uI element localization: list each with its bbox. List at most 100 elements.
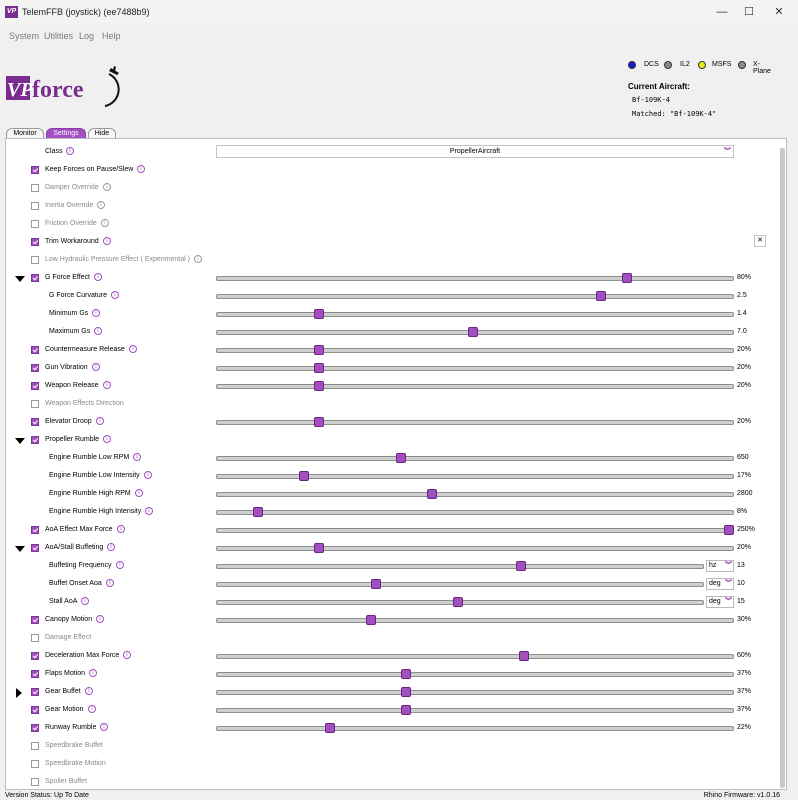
checkbox[interactable] bbox=[31, 742, 39, 750]
expand-right-icon[interactable] bbox=[16, 688, 22, 698]
slider-handle[interactable] bbox=[724, 525, 734, 535]
info-icon[interactable]: i bbox=[103, 435, 111, 443]
slider-track[interactable] bbox=[216, 564, 704, 569]
info-icon[interactable]: i bbox=[92, 363, 100, 371]
info-icon[interactable]: i bbox=[66, 147, 74, 155]
slider-track[interactable] bbox=[216, 510, 734, 515]
slider-handle[interactable] bbox=[453, 597, 463, 607]
slider-handle[interactable] bbox=[596, 291, 606, 301]
menu-log[interactable]: Log bbox=[79, 31, 95, 41]
checkbox[interactable] bbox=[31, 400, 39, 408]
clear-button[interactable]: ✕ bbox=[754, 235, 766, 247]
checkbox[interactable] bbox=[31, 184, 39, 192]
slider-handle[interactable] bbox=[365, 615, 376, 625]
maximize-button[interactable]: ☐ bbox=[744, 6, 754, 18]
info-icon[interactable]: i bbox=[89, 669, 97, 677]
slider-track[interactable] bbox=[216, 582, 704, 587]
checkbox[interactable] bbox=[31, 202, 39, 210]
tab-settings[interactable]: Settings bbox=[46, 128, 86, 139]
slider-handle[interactable] bbox=[314, 309, 325, 319]
menu-system[interactable]: System bbox=[9, 31, 40, 41]
info-icon[interactable]: i bbox=[100, 723, 108, 731]
slider-handle[interactable] bbox=[519, 651, 530, 661]
checkbox[interactable] bbox=[31, 364, 39, 372]
scrollbar[interactable] bbox=[780, 148, 785, 788]
slider-track[interactable] bbox=[216, 528, 734, 533]
info-icon[interactable]: i bbox=[137, 165, 145, 173]
slider-handle[interactable] bbox=[401, 705, 412, 715]
info-icon[interactable]: i bbox=[96, 615, 104, 623]
menu-utilities[interactable]: Utilities bbox=[44, 31, 74, 41]
info-icon[interactable]: i bbox=[97, 201, 105, 209]
info-icon[interactable]: i bbox=[111, 291, 119, 299]
info-icon[interactable]: i bbox=[129, 345, 137, 353]
info-icon[interactable]: i bbox=[123, 651, 131, 659]
slider-track[interactable] bbox=[216, 708, 734, 713]
checkbox[interactable] bbox=[31, 634, 39, 642]
slider-track[interactable] bbox=[216, 618, 734, 623]
info-icon[interactable]: i bbox=[94, 327, 102, 335]
checkbox[interactable] bbox=[31, 238, 39, 246]
slider-track[interactable] bbox=[216, 366, 734, 371]
slider-handle[interactable] bbox=[314, 381, 325, 391]
slider-track[interactable] bbox=[216, 474, 734, 479]
expand-down-icon[interactable] bbox=[15, 546, 25, 552]
slider-track[interactable] bbox=[216, 420, 734, 425]
info-icon[interactable]: i bbox=[101, 219, 109, 227]
slider-track[interactable] bbox=[216, 294, 734, 299]
checkbox[interactable] bbox=[31, 220, 39, 228]
slider-handle[interactable] bbox=[314, 345, 325, 355]
info-icon[interactable]: i bbox=[94, 273, 102, 281]
slider-handle[interactable] bbox=[401, 669, 412, 679]
slider-handle[interactable] bbox=[515, 561, 526, 571]
info-icon[interactable]: i bbox=[81, 597, 89, 605]
slider-handle[interactable] bbox=[314, 363, 325, 373]
slider-handle[interactable] bbox=[314, 417, 325, 427]
info-icon[interactable]: i bbox=[88, 705, 96, 713]
info-icon[interactable]: i bbox=[117, 525, 125, 533]
checkbox[interactable] bbox=[31, 526, 39, 534]
checkbox[interactable] bbox=[31, 418, 39, 426]
checkbox[interactable] bbox=[31, 436, 39, 444]
menu-help[interactable]: Help bbox=[102, 31, 121, 41]
info-icon[interactable]: i bbox=[135, 489, 143, 497]
checkbox[interactable] bbox=[31, 256, 39, 264]
slider-handle[interactable] bbox=[299, 471, 310, 481]
checkbox[interactable] bbox=[31, 760, 39, 768]
info-icon[interactable]: i bbox=[103, 183, 111, 191]
slider-track[interactable] bbox=[216, 672, 734, 677]
slider-handle[interactable] bbox=[371, 579, 382, 589]
info-icon[interactable]: i bbox=[92, 309, 100, 317]
slider-track[interactable] bbox=[216, 690, 734, 695]
slider-track[interactable] bbox=[216, 456, 734, 461]
slider-handle[interactable] bbox=[252, 507, 263, 517]
expand-down-icon[interactable] bbox=[15, 276, 25, 282]
slider-handle[interactable] bbox=[324, 723, 335, 733]
close-button[interactable]: ✕ bbox=[774, 6, 784, 18]
slider-handle[interactable] bbox=[427, 489, 438, 499]
slider-handle[interactable] bbox=[621, 273, 632, 283]
info-icon[interactable]: i bbox=[144, 471, 152, 479]
slider-handle[interactable] bbox=[396, 453, 407, 463]
slider-track[interactable] bbox=[216, 348, 734, 353]
unit-select[interactable]: deg ︾ bbox=[706, 578, 734, 590]
info-icon[interactable]: i bbox=[103, 381, 111, 389]
slider-track[interactable] bbox=[216, 654, 734, 659]
minimize-button[interactable]: — bbox=[716, 6, 728, 18]
checkbox[interactable] bbox=[31, 346, 39, 354]
checkbox[interactable] bbox=[31, 166, 39, 174]
unit-select[interactable]: hz ︾ bbox=[706, 560, 734, 572]
info-icon[interactable]: i bbox=[106, 579, 114, 587]
checkbox[interactable] bbox=[31, 274, 39, 282]
slider-track[interactable] bbox=[216, 546, 734, 551]
checkbox[interactable] bbox=[31, 688, 39, 696]
checkbox[interactable] bbox=[31, 706, 39, 714]
checkbox[interactable] bbox=[31, 382, 39, 390]
unit-select[interactable]: deg ︾ bbox=[706, 596, 734, 608]
info-icon[interactable]: i bbox=[116, 561, 124, 569]
slider-handle[interactable] bbox=[401, 687, 412, 697]
checkbox[interactable] bbox=[31, 670, 39, 678]
info-icon[interactable]: i bbox=[107, 543, 115, 551]
slider-handle[interactable] bbox=[468, 327, 478, 337]
info-icon[interactable]: i bbox=[133, 453, 141, 461]
